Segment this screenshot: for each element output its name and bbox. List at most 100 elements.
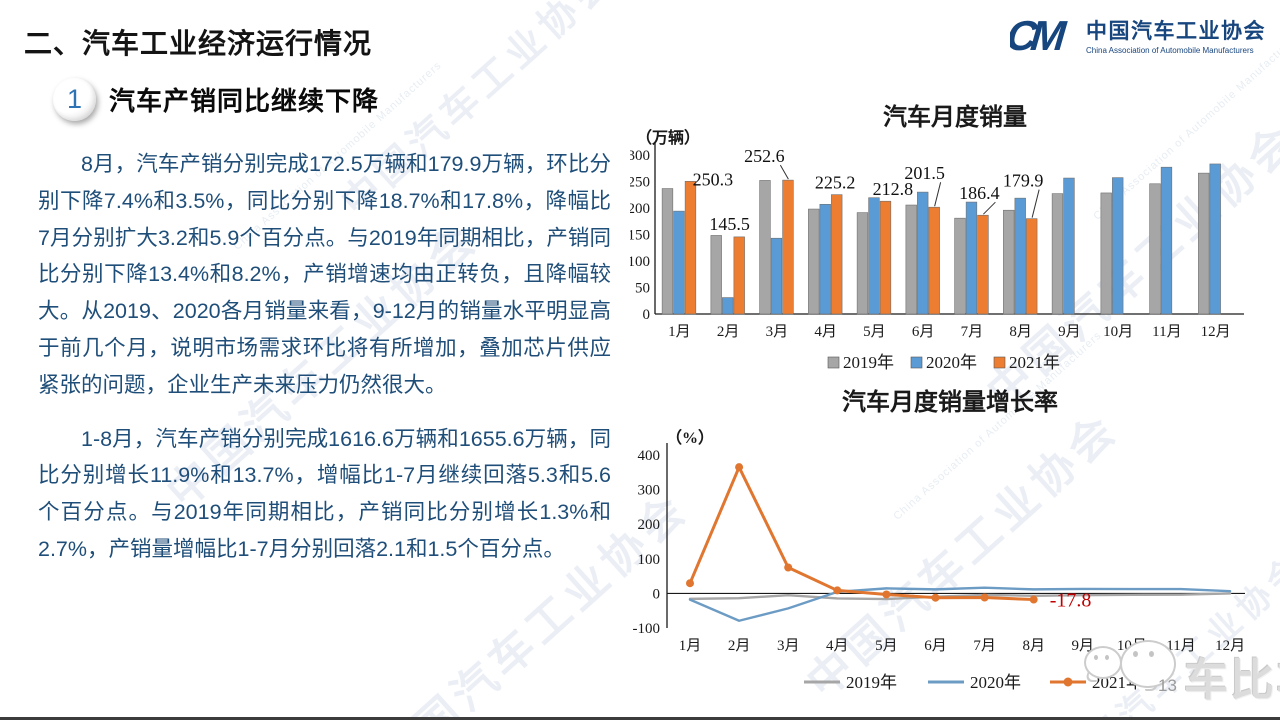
bar (1198, 172, 1210, 315)
monthly-growth-line-chart: 汽车月度销量增长率 （%） -100 0 100 200 300 400 1月 2月 3月 4月 5月 6… (633, 388, 1246, 692)
bar (1209, 163, 1221, 315)
data-label: 212.8 (873, 179, 914, 199)
bar (819, 203, 831, 315)
x-tick-label: 7月 (961, 324, 984, 340)
bar (1100, 192, 1112, 315)
bar (1026, 218, 1038, 315)
bar (808, 208, 820, 315)
x-tick-label: 12月 (1201, 324, 1231, 340)
chart-title: 汽车月度销量 (883, 103, 1027, 131)
x-tick-label: 8月 (1022, 638, 1045, 654)
x-tick-label: 1月 (679, 638, 702, 654)
bar (770, 237, 783, 315)
data-point (735, 463, 744, 472)
legend-swatch (827, 356, 840, 369)
legend-label: 2021年 (1092, 673, 1143, 692)
x-tick-label: 9月 (1058, 324, 1081, 340)
bar (1014, 197, 1026, 315)
bar (905, 204, 917, 315)
data-point (1029, 595, 1038, 604)
series-line (688, 465, 1036, 602)
paragraph: 8月，汽车产销分别完成172.5万辆和179.9万辆，环比分别下降7.4%和3.… (38, 152, 611, 397)
x-tick-label: 2月 (728, 638, 751, 654)
label-leader-line (983, 201, 996, 215)
page-number: 13 (1158, 676, 1177, 695)
page-title: 二、汽车工业经济运行情况 (24, 28, 373, 59)
bar (928, 206, 940, 315)
section-heading: 汽车产销同比继续下降 (109, 86, 380, 116)
data-point (882, 590, 891, 599)
label-leader-line (779, 164, 789, 180)
y-tick-label: 0 (653, 586, 661, 602)
data-label: 225.2 (815, 173, 856, 193)
bar (831, 194, 843, 315)
bottom-strip (0, 717, 1280, 720)
x-tick-label: 4月 (814, 324, 837, 340)
y-tick-label: 400 (638, 448, 661, 464)
x-tick-label: 4月 (826, 638, 849, 654)
label-leader-line (934, 182, 942, 207)
y-tick-label: 100 (638, 552, 661, 568)
data-label: 201.5 (904, 163, 945, 183)
x-tick-label: 7月 (973, 638, 996, 654)
x-tick-label: 10月 (1117, 638, 1147, 654)
legend-swatch (910, 356, 923, 369)
series-line (688, 586, 1232, 622)
bar (917, 191, 929, 315)
bar (1149, 183, 1161, 315)
paragraph: 1-8月，汽车产销分别完成1616.6万辆和1655.6万辆，同比分别增长11.… (38, 426, 611, 561)
y-tick-label: -100 (633, 621, 661, 637)
data-point (980, 593, 989, 602)
bar (879, 200, 892, 315)
y-tick-label: 150 (630, 228, 650, 244)
logo-name-en: China Association of Automobile Manufact… (1086, 46, 1254, 55)
y-tick-label: 0 (643, 307, 651, 323)
bar (722, 297, 734, 315)
bar (710, 235, 722, 315)
monthly-sales-bar-chart: 汽车月度销量 （万辆） 0 50 100 150 200 250 300 1月 2月 3月 4月 5月 6月… (630, 103, 1244, 372)
y-tick-label: 200 (630, 201, 650, 217)
x-tick-label: 5月 (863, 324, 886, 340)
data-point (931, 593, 940, 602)
bar (733, 236, 745, 315)
association-logo: CM 中国汽车工业协会 China Association of Automob… (1010, 12, 1266, 58)
x-tick-label: 3月 (766, 324, 789, 340)
section-number-badge: 1 (53, 78, 96, 121)
x-tick-label: 6月 (924, 638, 947, 654)
legend-label: 2020年 (970, 673, 1021, 692)
legend-marker (1063, 677, 1073, 687)
label-leader-line (1031, 189, 1040, 218)
bar (868, 197, 880, 315)
chart-title: 汽车月度销量增长率 (842, 388, 1058, 416)
bar (782, 179, 794, 315)
data-point (686, 579, 694, 588)
bar (684, 181, 697, 315)
series-line (688, 592, 1232, 601)
x-tick-label: 6月 (912, 324, 935, 340)
data-label: 250.3 (693, 169, 734, 189)
bar (661, 188, 674, 315)
bar (673, 210, 685, 315)
body-text: 8月，汽车产销分别完成172.5万辆和179.9万辆，环比分别下降7.4%和3.… (38, 146, 611, 585)
bar (856, 212, 869, 315)
y-tick-label: 50 (635, 281, 650, 297)
y-tick-label: 100 (630, 254, 650, 270)
legend-label: 2021年 (1009, 353, 1060, 372)
legend-swatch (993, 356, 1006, 369)
bar (1112, 177, 1124, 315)
data-label: 252.6 (744, 146, 785, 166)
legend-label: 2019年 (843, 353, 894, 372)
y-tick-label: 300 (630, 148, 650, 164)
x-tick-label: 3月 (777, 638, 800, 654)
bar (759, 180, 771, 315)
data-point (784, 563, 793, 572)
logo-name-cn: 中国汽车工业协会 (1086, 20, 1266, 43)
y-axis-unit: （万辆） (636, 128, 700, 147)
x-tick-label: 12月 (1215, 638, 1245, 654)
x-tick-label: 9月 (1072, 638, 1095, 654)
bar (954, 217, 966, 315)
data-label: 179.9 (1003, 171, 1044, 191)
bar (965, 201, 978, 315)
bar (1160, 166, 1173, 315)
